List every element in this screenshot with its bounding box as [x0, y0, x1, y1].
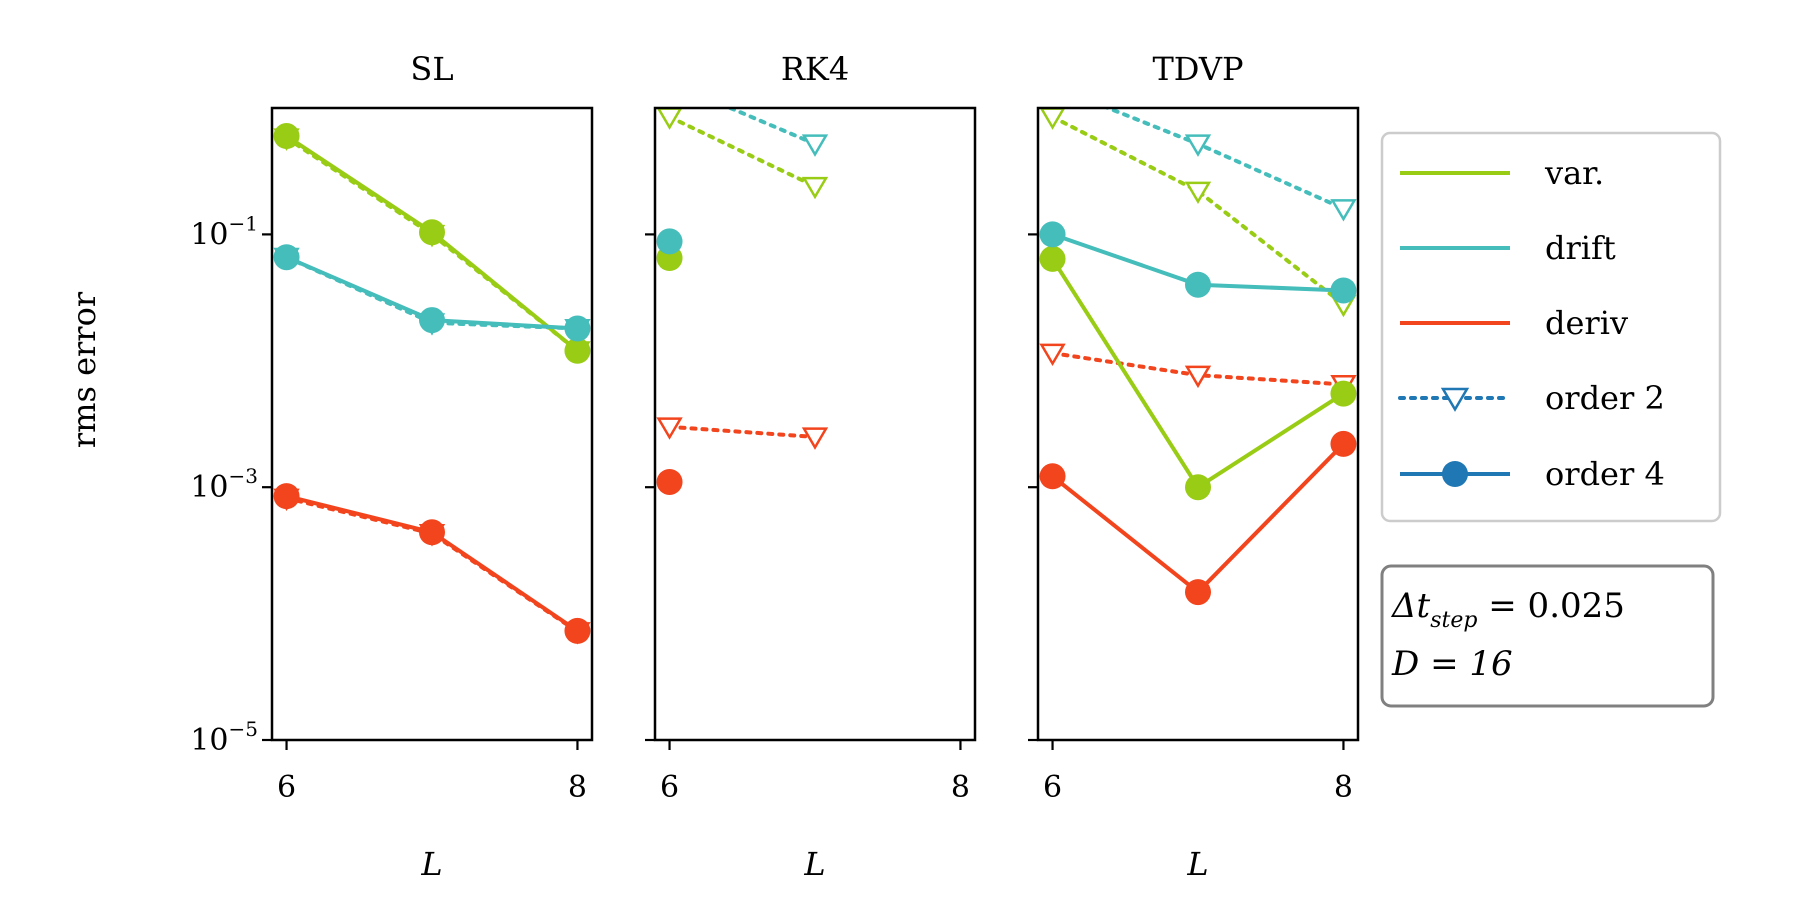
- point-drift-order4: [273, 244, 300, 271]
- legend-marker-triangle: [1440, 387, 1470, 412]
- point-deriv-order4: [1039, 463, 1066, 490]
- info-step-label: Δtstep = 0.025: [1390, 586, 1625, 633]
- legend-item-order-4: order 4: [1400, 455, 1665, 493]
- legend-label: var.: [1544, 154, 1604, 192]
- point-drift-order4: [564, 315, 591, 342]
- panel-sl: SL 10−1 10−3 10−5 6 8 L: [190, 50, 594, 883]
- point-var-order2: [801, 176, 829, 200]
- series-line-deriv-order4: [1051, 442, 1345, 595]
- point-drift-order2: [1184, 134, 1212, 157]
- point-deriv-order4: [1185, 579, 1211, 606]
- series-line-drift-order2: [725, 108, 817, 146]
- point-var-order2: [1184, 181, 1212, 205]
- series-line-var-order2: [667, 114, 817, 189]
- legend: var. drift deriv order 2 order 4: [1380, 131, 1722, 523]
- panel-frame-tdvp: [1036, 106, 1360, 742]
- legend-label: order 4: [1545, 455, 1665, 493]
- point-drift-order4: [1185, 271, 1211, 298]
- panel-title-rk4: RK4: [781, 50, 849, 88]
- point-drift-order4: [656, 228, 683, 255]
- x-tick-label: 8: [951, 770, 970, 805]
- point-deriv-order4: [564, 617, 591, 644]
- point-drift-order4: [1330, 277, 1357, 304]
- series-line-deriv-order2: [284, 496, 580, 634]
- point-deriv-order2: [1039, 343, 1066, 367]
- panel-title-sl: SL: [410, 50, 453, 88]
- point-deriv-order4: [273, 483, 300, 510]
- series-line-deriv-order4: [286, 494, 579, 633]
- panel-frame-sl: [270, 106, 594, 742]
- point-drift-order2: [801, 134, 829, 157]
- panel-tdvp: TDVP 6 8 L: [1028, 50, 1360, 883]
- legend-label: deriv: [1545, 304, 1628, 342]
- legend-label: drift: [1545, 229, 1616, 267]
- x-tick-label: 6: [660, 770, 679, 805]
- point-drift-order2: [1042, 77, 1064, 96]
- point-deriv-order2: [801, 427, 829, 450]
- point-var-order4: [1039, 245, 1066, 272]
- info-bond-dimension: D = 16: [1391, 644, 1513, 684]
- point-deriv-order4: [419, 519, 445, 546]
- panel-rk4: RK4 6 8 L: [645, 50, 977, 883]
- point-deriv-order4: [656, 468, 683, 495]
- point-drift-order2: [1330, 199, 1357, 222]
- point-var-order4: [419, 219, 445, 246]
- x-axis-label: L: [1186, 845, 1208, 883]
- y-axis-label: rms error: [65, 291, 103, 448]
- point-deriv-order2: [656, 417, 683, 440]
- point-var-order4: [564, 337, 591, 364]
- legend-item-var: var.: [1400, 154, 1604, 192]
- series-line-deriv-order2: [667, 424, 817, 439]
- y-tick-label: 10−3: [190, 464, 258, 505]
- point-deriv-order2: [1184, 365, 1212, 389]
- panels: SL 10−1 10−3 10−5 6 8 L RK4 6 8 L TDVP 6 8 L: [190, 50, 1360, 883]
- y-tick-label: 10−1: [190, 211, 258, 252]
- plot-area-tdvp: [1039, 77, 1357, 606]
- point-drift-order4: [1039, 221, 1066, 248]
- point-drift-order2: [659, 74, 681, 93]
- x-tick-label: 6: [1043, 770, 1062, 805]
- legend-label: order 2: [1545, 379, 1665, 417]
- legend-item-order-2: order 2: [1398, 379, 1665, 417]
- point-var-order4: [1185, 474, 1211, 501]
- point-var-order2: [656, 108, 683, 130]
- x-tick-label: 6: [277, 770, 296, 805]
- y-tick-label: 10−5: [190, 717, 258, 758]
- legend-item-deriv: deriv: [1400, 304, 1628, 342]
- plot-area-rk4: [656, 74, 829, 495]
- point-var-order4: [1330, 380, 1357, 407]
- panel-title-tdvp: TDVP: [1152, 50, 1243, 88]
- info-box: Δtstep = 0.025 D = 16: [1380, 564, 1715, 708]
- info-box-frame: [1380, 564, 1715, 708]
- legend-marker-circle: [1442, 461, 1468, 487]
- x-tick-label: 8: [1334, 770, 1353, 805]
- legend-item-drift: drift: [1400, 229, 1616, 267]
- point-var-order4: [273, 123, 300, 150]
- x-axis-label: L: [803, 845, 825, 883]
- plot-area-sl: [273, 123, 591, 645]
- x-tick-label: 8: [568, 770, 587, 805]
- x-axis-label: L: [420, 845, 442, 883]
- point-drift-order4: [419, 307, 445, 334]
- legend-frame: [1380, 131, 1722, 523]
- point-deriv-order4: [1330, 430, 1357, 457]
- panel-frame-rk4: [653, 106, 977, 742]
- point-var-order2: [1039, 108, 1066, 130]
